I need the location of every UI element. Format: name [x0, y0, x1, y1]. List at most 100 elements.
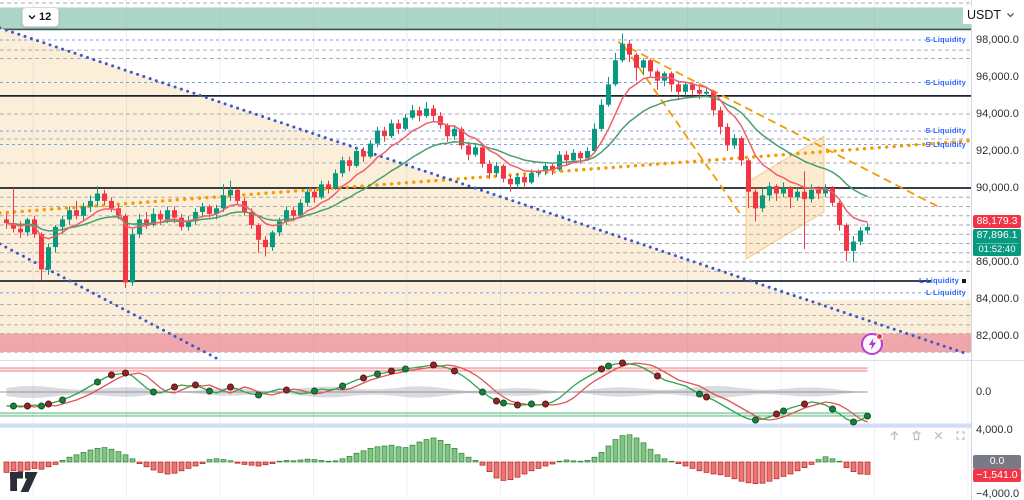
- buy-dot: [374, 370, 381, 378]
- liquidity-label-text: S Liquidity: [925, 126, 966, 136]
- price-axis-label: 82,000.0: [976, 329, 1019, 342]
- sell-dot: [493, 397, 500, 405]
- delete-pane-icon[interactable]: [910, 429, 923, 442]
- buy-dot: [850, 418, 857, 426]
- liquidity-label-text: S Liquidity: [925, 139, 966, 149]
- interval-selector[interactable]: 12: [22, 7, 60, 27]
- indicator-pane-toolbar: [888, 429, 967, 442]
- buy-dot: [311, 387, 318, 395]
- quote-currency-label: USDT: [966, 8, 1001, 22]
- buy-dot: [829, 405, 836, 413]
- price-axis-label: 90,000.0: [976, 181, 1019, 194]
- liquidity-label: L Liquidity: [926, 288, 966, 297]
- indicator-price-badge: 88,179.3: [973, 214, 1021, 229]
- sell-dot: [122, 369, 129, 377]
- sell-dot: [514, 401, 521, 409]
- buy-dot: [752, 416, 759, 424]
- fast-ma-line: [6, 76, 868, 240]
- price-axis-label: 92,000.0: [976, 144, 1019, 157]
- buy-dot: [479, 388, 486, 396]
- price-axis-label: 96,000.0: [976, 70, 1019, 83]
- sell-dot: [619, 359, 626, 367]
- buy-dot: [500, 399, 507, 407]
- lightning-icon: [869, 338, 876, 350]
- sell-dot: [773, 410, 780, 418]
- sell-dot: [542, 400, 549, 408]
- oscillator-noise-band: [6, 386, 868, 398]
- buy-dot: [38, 402, 45, 410]
- close-pane-icon[interactable]: [932, 429, 945, 442]
- bar-countdown: 01:52:40: [976, 242, 1018, 256]
- chevron-down-icon: [28, 15, 36, 20]
- sell-dot: [24, 402, 31, 410]
- sell-dot: [654, 372, 661, 380]
- tradingview-logo[interactable]: [9, 471, 39, 493]
- supply-zone-teal[interactable]: [0, 7, 971, 30]
- liquidity-label: S Liquidity: [925, 78, 966, 87]
- oscillator-pane: [0, 359, 871, 426]
- liquidity-label: S Liquidity: [925, 126, 966, 135]
- level-marker-square: [962, 278, 966, 283]
- trendlines-layer: [0, 26, 970, 360]
- buy-dot: [780, 407, 787, 415]
- buy-dot: [339, 382, 346, 390]
- sell-dot: [451, 367, 458, 375]
- last-price-value: 87,896.1: [976, 229, 1018, 242]
- sell-dot: [388, 367, 395, 375]
- sell-dot: [227, 383, 234, 391]
- sell-dot: [45, 400, 52, 408]
- buy-dot: [150, 388, 157, 396]
- buy-dot: [10, 402, 17, 410]
- levels-layer: [0, 2, 971, 326]
- sell-dot: [283, 386, 290, 394]
- notification-dot: [876, 333, 883, 340]
- price-axis-label: 84,000.0: [976, 292, 1019, 305]
- slow-ma-line: [6, 95, 868, 232]
- sell-dot: [598, 365, 605, 373]
- liquidity-label-text: L Liquidity: [926, 287, 966, 297]
- liquidity-label-text: S Liquidity: [925, 77, 966, 87]
- chevron-down-icon: [1007, 13, 1014, 18]
- quote-currency-selector[interactable]: USDT: [962, 6, 1019, 24]
- sell-dot: [192, 381, 199, 389]
- pane-divider[interactable]: [0, 423, 971, 428]
- price-axis-label: 94,000.0: [976, 107, 1019, 120]
- sell-dot: [430, 361, 437, 369]
- ascending-dotted-trendline[interactable]: [0, 139, 970, 215]
- liquidity-label: S Liquidity: [925, 35, 966, 44]
- buy-dot: [255, 391, 262, 399]
- descending-dashed-trendline-b[interactable]: [623, 45, 742, 216]
- interval-label: 12: [39, 11, 52, 23]
- sell-dot: [703, 393, 710, 401]
- zones-layer: [0, 7, 971, 353]
- descending-dotted-trendline-main[interactable]: [0, 26, 965, 355]
- oscillator-main-line: [6, 362, 868, 423]
- buy-dot: [864, 412, 871, 420]
- liquidity-label: S Liquidity: [925, 140, 966, 149]
- buy-dot: [605, 362, 612, 370]
- demand-zone-pink[interactable]: [0, 333, 971, 353]
- buy-dot: [94, 378, 101, 386]
- liquidity-label-text: L Liquidity: [919, 276, 959, 286]
- move-pane-up-icon[interactable]: [888, 429, 901, 442]
- histogram-axis-label: 4,000.0: [976, 423, 1013, 436]
- histogram-value-badge: −1,541.0: [973, 468, 1021, 483]
- oscillator-signal-line: [6, 362, 868, 423]
- histogram-zero-badge: 0.0: [973, 455, 1021, 469]
- sell-dot: [108, 371, 115, 379]
- histogram-axis-label: −4,000.0: [976, 487, 1020, 500]
- buy-dot: [402, 365, 409, 373]
- oscillator-axis-label: 0.0: [976, 385, 992, 398]
- buy-dot: [206, 387, 213, 395]
- descending-dashed-trendline-a[interactable]: [617, 41, 942, 209]
- flag-pattern[interactable]: [745, 135, 825, 260]
- buy-dot: [59, 396, 66, 404]
- buy-dot: [528, 400, 535, 408]
- signal-flash-marker[interactable]: [861, 333, 883, 355]
- maximize-pane-icon[interactable]: [954, 429, 967, 442]
- histogram-pane: [3, 434, 871, 484]
- liquidity-label: L Liquidity: [919, 276, 966, 285]
